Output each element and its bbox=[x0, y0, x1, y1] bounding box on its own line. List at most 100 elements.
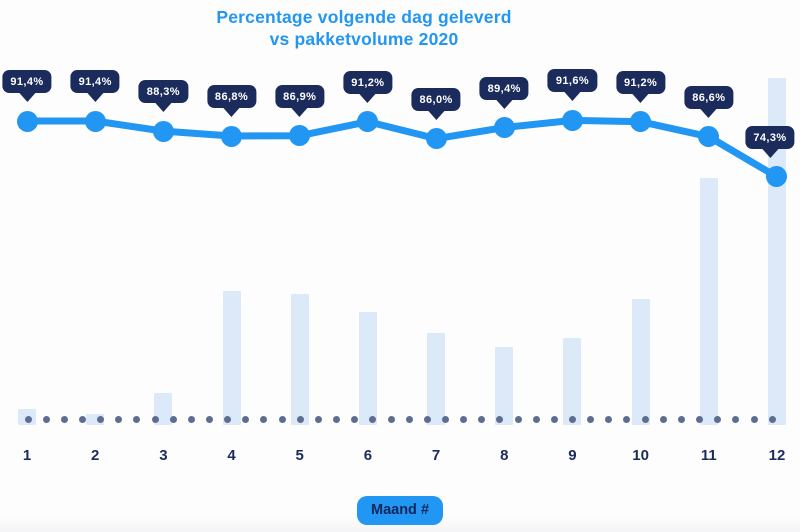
value-badge-month-5: 86,9% bbox=[275, 84, 325, 108]
baseline-dot bbox=[387, 415, 395, 423]
baseline-dot bbox=[60, 415, 68, 423]
baseline-dot bbox=[369, 415, 377, 423]
value-badge-month-7: 86,0% bbox=[411, 87, 461, 111]
baseline-dot bbox=[460, 415, 468, 423]
volume-bar-month-3 bbox=[154, 393, 173, 425]
data-point-month-10 bbox=[630, 111, 652, 133]
value-badge-month-9: 91,6% bbox=[547, 69, 598, 93]
baseline-dot bbox=[714, 415, 722, 423]
baseline-dot bbox=[206, 415, 213, 423]
volume-bar-month-8 bbox=[495, 346, 514, 425]
baseline-dot bbox=[423, 415, 431, 423]
baseline-dot bbox=[314, 415, 322, 423]
baseline-dot bbox=[696, 415, 704, 423]
x-tick-4: 4 bbox=[227, 447, 236, 464]
baseline-dot bbox=[623, 415, 631, 423]
baseline-dot bbox=[187, 415, 195, 423]
x-tick-9: 9 bbox=[568, 447, 577, 464]
value-badge-month-10: 91,2% bbox=[616, 70, 666, 94]
baseline-dot bbox=[78, 415, 86, 423]
data-point-month-11 bbox=[698, 126, 720, 148]
baseline-dot bbox=[496, 415, 504, 423]
data-point-month-6 bbox=[357, 111, 379, 133]
baseline-dot bbox=[224, 415, 232, 423]
value-badge-month-11: 86,6% bbox=[684, 85, 734, 109]
baseline-dot bbox=[169, 415, 177, 423]
baseline-dot bbox=[514, 415, 522, 423]
volume-bar-month-6 bbox=[358, 311, 377, 425]
baseline-dot bbox=[133, 415, 141, 423]
volume-bar-month-7 bbox=[427, 333, 446, 425]
baseline-dot bbox=[151, 415, 159, 423]
x-tick-12: 12 bbox=[768, 447, 786, 464]
data-point-month-2 bbox=[84, 110, 106, 132]
baseline-dot bbox=[260, 415, 268, 423]
x-tick-3: 3 bbox=[159, 447, 168, 464]
x-tick-5: 5 bbox=[295, 447, 304, 464]
baseline-dot bbox=[42, 415, 50, 423]
data-point-month-1 bbox=[16, 110, 38, 132]
value-badge-month-4: 86,8% bbox=[206, 85, 257, 109]
baseline-dot bbox=[478, 415, 486, 423]
chart-title: Percentage volgende dag geleverd vs pakk… bbox=[216, 6, 511, 50]
x-tick-11: 11 bbox=[700, 447, 717, 464]
value-badge-month-1: 91,4% bbox=[2, 70, 52, 93]
data-point-month-12 bbox=[766, 166, 788, 188]
baseline-dot bbox=[278, 415, 286, 423]
volume-bar-month-2 bbox=[86, 413, 105, 425]
baseline-dot bbox=[115, 415, 123, 423]
baseline-dot bbox=[732, 415, 740, 423]
baseline-dot bbox=[24, 415, 32, 423]
value-badge-month-6: 91,2% bbox=[343, 70, 393, 94]
x-tick-1: 1 bbox=[22, 447, 32, 464]
x-tick-8: 8 bbox=[500, 447, 509, 464]
baseline-dot bbox=[296, 415, 304, 423]
chart-title-line2: vs pakketvolume 2020 bbox=[269, 29, 459, 49]
baseline-dot bbox=[97, 415, 105, 423]
data-point-month-5 bbox=[289, 125, 311, 147]
baseline-dot bbox=[677, 415, 685, 423]
x-tick-7: 7 bbox=[431, 447, 441, 464]
volume-bar-month-4 bbox=[222, 291, 241, 425]
baseline-dot bbox=[351, 415, 359, 423]
data-point-month-3 bbox=[152, 120, 174, 142]
x-tick-2: 2 bbox=[91, 447, 100, 464]
value-badge-month-8: 89,4% bbox=[479, 76, 529, 100]
volume-bar-month-10 bbox=[631, 299, 650, 425]
baseline-dot bbox=[569, 415, 576, 423]
x-axis-title-badge: Maand # bbox=[356, 496, 444, 525]
baseline-dot bbox=[333, 415, 341, 423]
data-point-month-8 bbox=[493, 117, 515, 139]
value-badge-month-3: 88,3% bbox=[138, 80, 188, 104]
baseline-dot bbox=[441, 415, 449, 423]
volume-bar-month-11 bbox=[699, 177, 718, 425]
volume-bar-month-9 bbox=[563, 337, 582, 425]
x-tick-6: 6 bbox=[363, 447, 373, 464]
baseline-dot bbox=[605, 415, 613, 423]
baseline-dot bbox=[641, 415, 649, 423]
baseline-dot bbox=[750, 415, 758, 423]
baseline-dot bbox=[405, 415, 413, 423]
data-point-month-4 bbox=[221, 125, 243, 147]
value-badge-month-12: 74,3% bbox=[745, 125, 795, 149]
baseline-dot bbox=[659, 415, 667, 423]
data-point-month-9 bbox=[561, 109, 583, 131]
baseline-dot bbox=[242, 415, 250, 423]
chart-title-line1: Percentage volgende dag geleverd bbox=[216, 7, 512, 27]
baseline-dot bbox=[587, 415, 595, 423]
value-badge-month-2: 91,4% bbox=[70, 70, 120, 93]
volume-bar-month-12 bbox=[767, 78, 786, 425]
baseline-dot bbox=[768, 415, 776, 423]
baseline-dot bbox=[550, 415, 558, 423]
baseline-dot bbox=[532, 415, 540, 423]
percentage-line bbox=[23, 116, 781, 181]
volume-bar-month-5 bbox=[290, 293, 309, 425]
